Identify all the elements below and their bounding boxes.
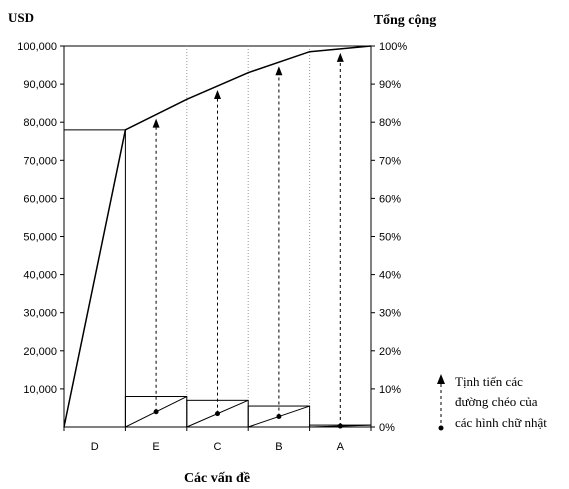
y-left-tick-label: 50,000 — [23, 232, 57, 244]
bar — [247, 405, 311, 428]
legend-line-3: các hình chữ nhật — [455, 415, 547, 430]
y-right-tick-label: 0% — [379, 422, 395, 434]
y-right-tick-label: 60% — [379, 193, 401, 205]
legend-line-2: đường chéo của — [455, 394, 538, 409]
y-right-ticks: 0% 10% 20% 30% 40% 50% 60% 70% 80% 90% 100% — [371, 41, 407, 434]
y-left-tick-label: 80,000 — [23, 117, 57, 129]
x-tick-label: C — [214, 441, 222, 453]
y-left-axis-label: USD — [8, 10, 34, 25]
y-right-tick-label: 80% — [379, 117, 401, 129]
legend-arrow-head-icon — [437, 374, 445, 384]
x-tick-label: B — [275, 441, 282, 453]
cumulative-line-group — [63, 45, 372, 428]
x-tick-label: D — [91, 441, 99, 453]
y-left-tick-label: 10,000 — [23, 384, 57, 396]
y-left-tick-label: 60,000 — [23, 193, 57, 205]
legend-line-1: Tịnh tiến các — [455, 374, 523, 389]
y-left-tick-label: 70,000 — [23, 155, 57, 167]
arrow-head — [152, 118, 160, 128]
category-dividers — [186, 46, 311, 427]
arrows-group — [152, 52, 344, 429]
y-right-tick-label: 100% — [379, 41, 407, 53]
arrow-head — [336, 52, 344, 62]
y-right-tick-label: 10% — [379, 384, 401, 396]
x-tick-label: A — [337, 441, 345, 453]
y-left-tick-label: 30,000 — [23, 308, 57, 320]
y-right-tick-label: 40% — [379, 270, 401, 282]
legend-dot-icon — [438, 425, 444, 431]
y-left-tick-label: 40,000 — [23, 270, 57, 282]
y-right-axis-label: Tổng cộng — [374, 13, 437, 28]
y-right-tick-label: 50% — [379, 232, 401, 244]
y-left-tick-label: 90,000 — [23, 79, 57, 91]
cumulative-line — [63, 45, 372, 428]
y-right-tick-label: 90% — [379, 79, 401, 91]
y-right-tick-label: 30% — [379, 308, 401, 320]
legend: Tịnh tiến các đường chéo của các hình ch… — [437, 374, 547, 431]
y-left-tick-label: 20,000 — [23, 346, 57, 358]
y-left-ticks: 10,000 20,000 30,000 40,000 50,000 60,000 70,0… — [17, 41, 64, 396]
y-left-tick-label: 100,000 — [17, 41, 57, 53]
x-axis-label: Các vấn đề — [184, 471, 250, 486]
y-right-tick-label: 70% — [379, 155, 401, 167]
x-tick-label: E — [152, 441, 159, 453]
y-right-tick-label: 20% — [379, 346, 401, 358]
arrow-head — [214, 90, 221, 100]
arrow-head — [275, 66, 283, 76]
